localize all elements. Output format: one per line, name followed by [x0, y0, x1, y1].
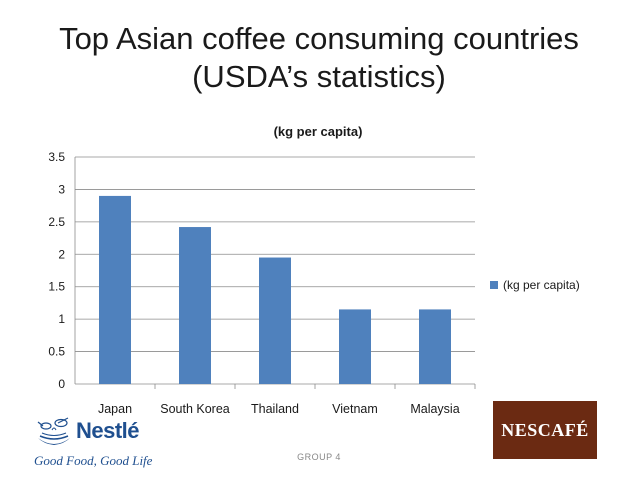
bar	[419, 309, 451, 384]
nestle-logo: Nestlé Good Food, Good Life	[32, 412, 162, 472]
slide-title: Top Asian coffee consuming countries (US…	[0, 20, 638, 96]
y-tick-label: 2	[58, 247, 65, 261]
y-tick-label: 0.5	[48, 345, 65, 359]
nestle-wordmark: Nestlé	[76, 418, 140, 443]
x-tick-label: Japan	[98, 402, 132, 416]
bird-nest-icon	[37, 417, 70, 445]
legend: (kg per capita)	[490, 278, 580, 292]
legend-swatch	[490, 281, 498, 289]
footer-text: GROUP 4	[297, 452, 341, 462]
nestle-tagline: Good Food, Good Life	[34, 453, 153, 468]
slide-title-line1: Top Asian coffee consuming countries	[59, 21, 579, 56]
y-tick-label: 3.5	[48, 150, 65, 164]
y-tick-label: 3	[58, 182, 65, 196]
slide-title-line2: (USDA’s statistics)	[192, 59, 446, 94]
x-tick-label: Malaysia	[410, 402, 459, 416]
y-axis-ticks: 0 0.5 1 1.5 2 2.5 3 3.5	[48, 150, 65, 391]
nescafe-wordmark: NESCAFÉ	[501, 419, 589, 440]
bar	[259, 257, 291, 384]
legend-label: (kg per capita)	[503, 278, 580, 292]
y-tick-label: 1.5	[48, 280, 65, 294]
bar	[339, 309, 371, 384]
chart-title: (kg per capita)	[274, 124, 363, 139]
y-tick-label: 0	[58, 377, 65, 391]
bar	[179, 227, 211, 384]
y-tick-label: 1	[58, 312, 65, 326]
x-tick-label: Thailand	[251, 402, 299, 416]
y-tick-label: 2.5	[48, 215, 65, 229]
x-tick-label: South Korea	[160, 402, 230, 416]
nescafe-logo: NESCAFÉ	[493, 401, 597, 459]
bars	[99, 195, 451, 384]
x-tick-label: Vietnam	[332, 402, 378, 416]
x-axis-ticks: Japan South Korea Thailand Vietnam Malaysia	[98, 384, 476, 416]
bar	[99, 195, 131, 384]
